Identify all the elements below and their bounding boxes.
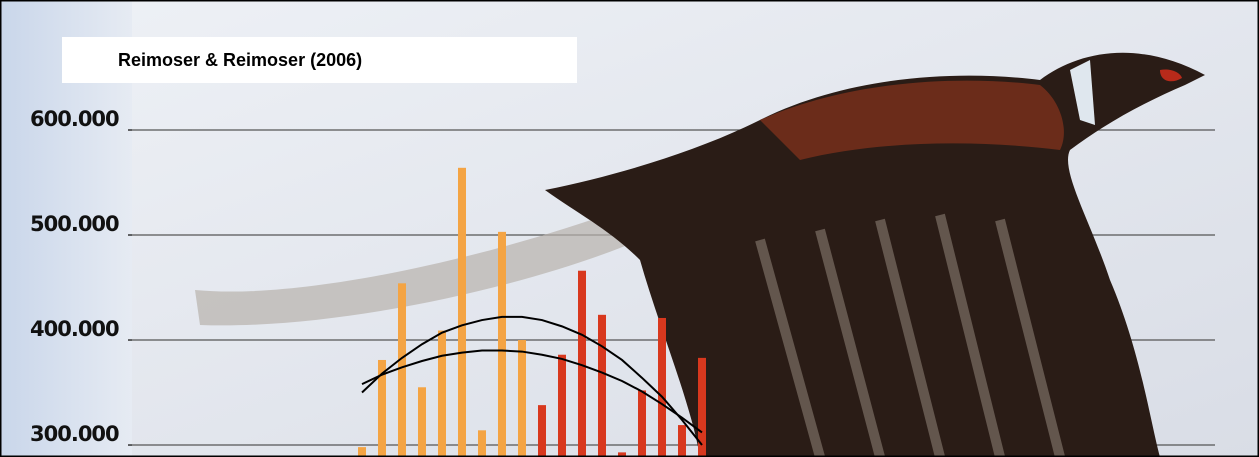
bar: [378, 359, 386, 457]
bar: [558, 354, 566, 457]
bar: [658, 317, 666, 457]
bar: [398, 283, 406, 457]
bar: [538, 405, 546, 457]
title-box: [62, 37, 577, 83]
plot-area: [358, 167, 706, 457]
bar: [698, 357, 706, 457]
y-tick-label: 600.000: [30, 107, 119, 131]
bar: [598, 314, 606, 457]
bar: [498, 231, 506, 457]
pheasant-photo: [195, 52, 1205, 457]
bar: [578, 270, 586, 457]
bar: [638, 390, 646, 457]
bar: [518, 340, 526, 457]
y-tick-label: 400.000: [30, 317, 119, 341]
bar: [418, 387, 426, 457]
bar: [458, 167, 466, 457]
chart-title: Reimoser & Reimoser (2006): [118, 50, 362, 70]
bar: [438, 330, 446, 457]
bar: [478, 430, 486, 457]
trend-line: [361, 315, 703, 446]
bar: [618, 452, 626, 457]
trend-line: [361, 349, 703, 434]
bar: [678, 425, 686, 457]
y-tick-label: 300.000: [30, 422, 119, 446]
bar: [358, 447, 366, 457]
y-tick-label: 500.000: [30, 212, 119, 236]
